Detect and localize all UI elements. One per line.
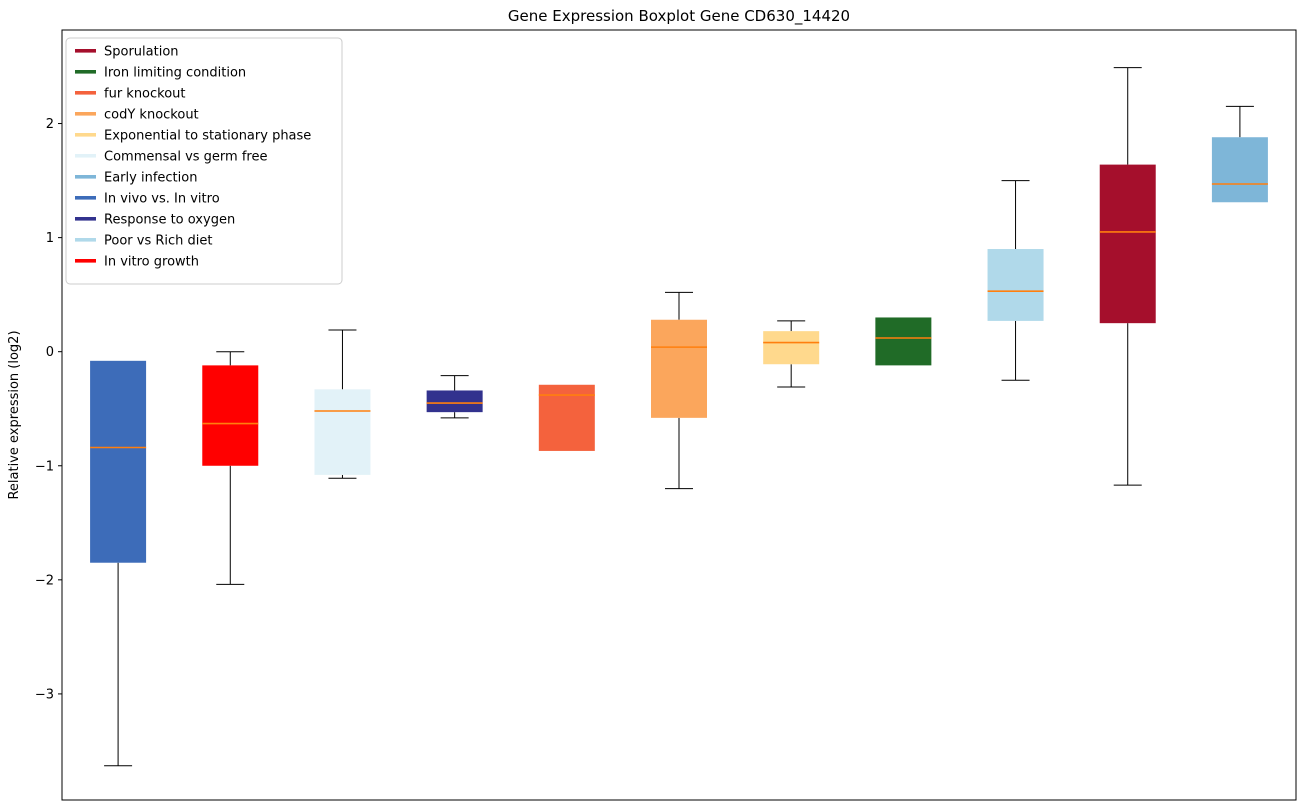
box-rect [314,389,371,475]
legend-item: Early infection [75,171,197,186]
boxplot-box [1211,105,1268,203]
box-rect [1099,164,1156,324]
box-rect [987,249,1044,321]
boxplot-box [763,320,820,388]
y-tick-label: 2 [46,117,54,132]
legend-swatch [75,217,96,221]
legend-swatch [75,259,96,263]
y-tick-label: 1 [46,231,54,246]
legend-label: Sporulation [104,45,179,60]
box-rect [763,331,820,365]
legend-label: codY knockout [104,108,199,123]
legend-item: Sporulation [75,45,179,60]
legend-item: Iron limiting condition [75,66,246,81]
y-axis-label: Relative expression (log2) [7,330,22,499]
boxplot-box [538,384,595,451]
legend-swatch [75,175,96,179]
legend-swatch [75,91,96,95]
legend-label: Exponential to stationary phase [104,129,311,144]
legend-swatch [75,238,96,242]
boxplot-box [202,351,259,585]
box-rect [202,365,259,466]
boxplot-box [651,291,707,490]
legend-swatch [75,133,96,137]
legend-label: Poor vs Rich diet [104,234,212,249]
box-rect [651,319,707,418]
legend-swatch [75,112,96,116]
legend-item: fur knockout [75,87,186,102]
boxplot-box [314,329,371,479]
legend-label: In vivo vs. In vitro [104,192,220,207]
legend-item: Commensal vs germ free [75,150,267,165]
legend-swatch [75,49,96,53]
legend-label: Response to oxygen [104,213,235,228]
legend-item: In vitro growth [75,255,199,270]
boxplot-box [1099,67,1156,486]
legend-label: Early infection [104,171,197,186]
boxplot-box [987,180,1044,381]
legend-item: Response to oxygen [75,213,235,228]
legend-label: Commensal vs germ free [104,150,267,165]
legend-label: In vitro growth [104,255,199,270]
box-rect [875,317,932,366]
box-rect [1211,137,1268,203]
legend: Sporulation Iron limiting condition fur kn… [65,37,343,285]
legend-item: codY knockout [75,108,199,123]
boxplot-box [875,317,932,366]
boxplot-box [426,375,483,419]
legend-item: Poor vs Rich diet [75,234,212,249]
y-tick-label: −3 [35,687,54,702]
legend-swatch [75,70,96,74]
boxplot-box [90,360,147,767]
legend-item: Exponential to stationary phase [75,129,311,144]
legend-label: Iron limiting condition [104,66,246,81]
legend-label: fur knockout [104,87,186,102]
chart-title: Gene Expression Boxplot Gene CD630_14420 [507,7,851,25]
y-tick-label: 0 [46,345,54,360]
box-rect [90,360,147,563]
legend-swatch [75,154,96,158]
legend-item: In vivo vs. In vitro [75,192,220,207]
y-tick-label: −2 [35,573,54,588]
legend-frame [65,37,343,285]
legend-swatch [75,196,96,200]
box-rect [426,390,483,413]
y-tick-label: −1 [35,459,54,474]
